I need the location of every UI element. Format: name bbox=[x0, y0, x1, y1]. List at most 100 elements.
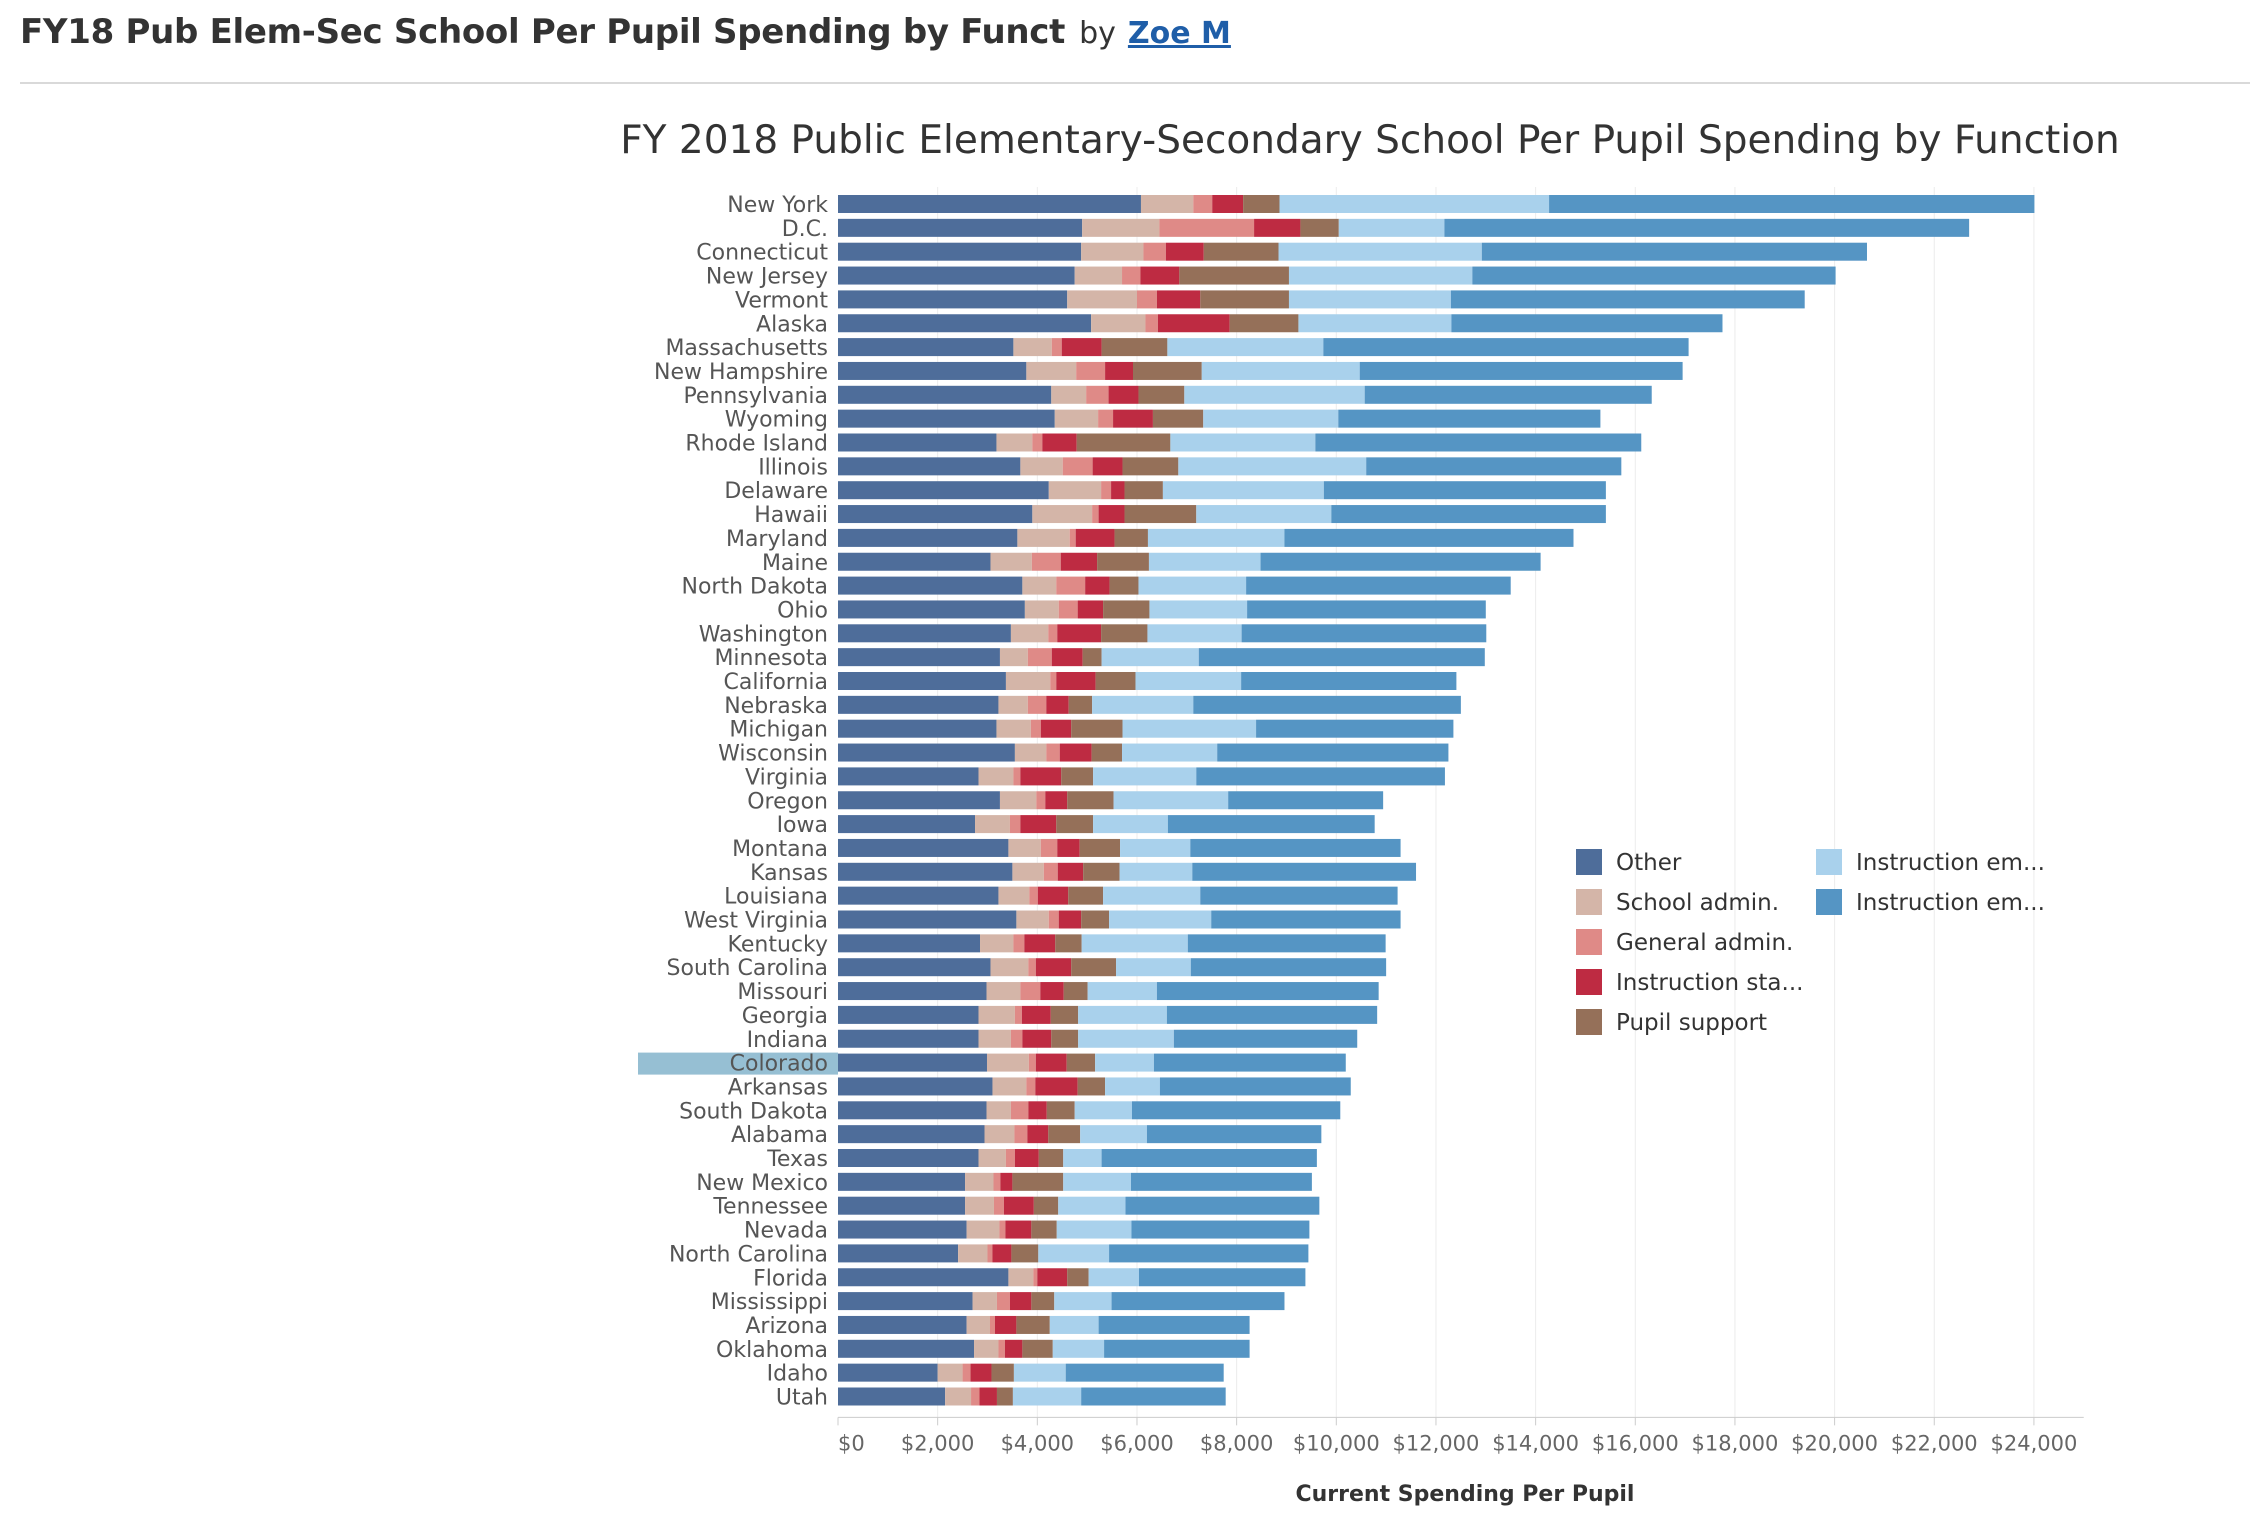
bar-north-dakota-series-2[interactable] bbox=[1022, 576, 1057, 595]
category-label-indiana[interactable]: Indiana bbox=[747, 1028, 828, 1053]
bar-minnesota-series-7[interactable] bbox=[1198, 648, 1485, 667]
bar-minnesota-series-6[interactable] bbox=[1101, 648, 1199, 667]
bar-west-virginia-series-3[interactable] bbox=[1048, 910, 1059, 929]
category-label-iowa[interactable]: Iowa bbox=[777, 813, 828, 838]
bar-new-mexico-series-4[interactable] bbox=[1000, 1172, 1013, 1191]
bar-south-carolina-series-5[interactable] bbox=[1071, 958, 1117, 977]
bar-wisconsin-series-3[interactable] bbox=[1046, 743, 1060, 762]
bar-alaska-series-7[interactable] bbox=[1451, 314, 1723, 333]
bar-montana-series-1[interactable] bbox=[838, 838, 1009, 857]
bar-alaska-series-5[interactable] bbox=[1229, 314, 1299, 333]
bar-louisiana-series-3[interactable] bbox=[1029, 886, 1038, 905]
bar-florida-series-4[interactable] bbox=[1037, 1268, 1068, 1287]
bar-d-c-series-7[interactable] bbox=[1444, 218, 1970, 237]
bar-illinois-series-2[interactable] bbox=[1020, 457, 1063, 476]
bar-wisconsin-series-6[interactable] bbox=[1122, 743, 1218, 762]
bar-north-carolina-series-6[interactable] bbox=[1038, 1244, 1110, 1263]
bar-oregon-series-1[interactable] bbox=[838, 791, 1000, 810]
bar-tennessee-series-4[interactable] bbox=[1003, 1196, 1034, 1215]
bar-wisconsin-series-7[interactable] bbox=[1217, 743, 1449, 762]
bar-idaho-series-5[interactable] bbox=[991, 1363, 1014, 1382]
bar-west-virginia-series-2[interactable] bbox=[1016, 910, 1049, 929]
legend-swatch-4[interactable] bbox=[1576, 969, 1602, 995]
category-label-new-mexico[interactable]: New Mexico bbox=[696, 1171, 828, 1196]
bar-vermont-series-3[interactable] bbox=[1136, 290, 1157, 309]
bar-vermont-series-2[interactable] bbox=[1067, 290, 1137, 309]
bar-kentucky-series-1[interactable] bbox=[838, 934, 981, 953]
category-label-delaware[interactable]: Delaware bbox=[724, 479, 828, 504]
category-label-mississippi[interactable]: Mississippi bbox=[711, 1290, 828, 1315]
bar-hawaii-series-4[interactable] bbox=[1098, 505, 1125, 524]
bar-mississippi-series-4[interactable] bbox=[1009, 1292, 1032, 1311]
bar-indiana-series-3[interactable] bbox=[1010, 1029, 1023, 1048]
bar-georgia-series-1[interactable] bbox=[838, 1005, 979, 1024]
bar-new-jersey-series-3[interactable] bbox=[1122, 266, 1141, 285]
bar-mississippi-series-2[interactable] bbox=[972, 1292, 997, 1311]
bar-new-mexico-series-6[interactable] bbox=[1063, 1172, 1132, 1191]
bar-virginia-series-4[interactable] bbox=[1020, 767, 1062, 786]
bar-oklahoma-series-3[interactable] bbox=[998, 1339, 1005, 1358]
bar-arkansas-series-2[interactable] bbox=[992, 1077, 1027, 1096]
bar-colorado-series-4[interactable] bbox=[1035, 1053, 1067, 1072]
bar-maine-series-4[interactable] bbox=[1060, 552, 1098, 571]
bar-louisiana-series-4[interactable] bbox=[1037, 886, 1069, 905]
bar-washington-series-2[interactable] bbox=[1010, 624, 1049, 643]
bar-ohio-series-5[interactable] bbox=[1103, 600, 1150, 619]
bar-michigan-series-7[interactable] bbox=[1256, 719, 1454, 738]
bar-mississippi-series-3[interactable] bbox=[996, 1292, 1010, 1311]
category-label-south-dakota[interactable]: South Dakota bbox=[679, 1099, 828, 1124]
bar-ohio-series-7[interactable] bbox=[1247, 600, 1486, 619]
bar-texas-series-7[interactable] bbox=[1101, 1149, 1317, 1167]
category-label-nevada[interactable]: Nevada bbox=[744, 1219, 828, 1244]
bar-connecticut-series-7[interactable] bbox=[1481, 242, 1867, 261]
legend-swatch-3[interactable] bbox=[1576, 929, 1602, 955]
bar-maryland-series-7[interactable] bbox=[1284, 528, 1574, 547]
bar-wisconsin-series-5[interactable] bbox=[1091, 743, 1123, 762]
bar-texas-series-3[interactable] bbox=[1005, 1149, 1015, 1167]
category-label-washington[interactable]: Washington bbox=[699, 622, 828, 647]
bar-new-york-series-7[interactable] bbox=[1549, 195, 2035, 213]
legend-label-2[interactable]: School admin. bbox=[1616, 890, 1779, 916]
bar-maryland-series-2[interactable] bbox=[1017, 528, 1070, 547]
bar-utah-series-7[interactable] bbox=[1081, 1387, 1226, 1406]
bar-montana-series-2[interactable] bbox=[1008, 838, 1041, 857]
legend-label-3[interactable]: General admin. bbox=[1616, 930, 1793, 956]
bar-north-carolina-series-4[interactable] bbox=[992, 1244, 1012, 1263]
bar-west-virginia-series-4[interactable] bbox=[1058, 910, 1082, 929]
bar-michigan-series-4[interactable] bbox=[1040, 719, 1072, 738]
bar-pennsylvania-series-1[interactable] bbox=[838, 385, 1052, 404]
bar-south-carolina-series-1[interactable] bbox=[838, 958, 991, 977]
bar-south-dakota-series-1[interactable] bbox=[838, 1101, 987, 1120]
category-label-kentucky[interactable]: Kentucky bbox=[728, 932, 828, 957]
category-label-wisconsin[interactable]: Wisconsin bbox=[718, 742, 828, 767]
bar-south-carolina-series-4[interactable] bbox=[1035, 958, 1072, 977]
bar-new-hampshire-series-6[interactable] bbox=[1201, 361, 1360, 380]
bar-oklahoma-series-5[interactable] bbox=[1022, 1339, 1053, 1358]
bar-north-carolina-series-3[interactable] bbox=[987, 1244, 993, 1263]
legend-label-1[interactable]: Other bbox=[1616, 850, 1682, 876]
bar-washington-series-5[interactable] bbox=[1101, 624, 1148, 643]
bar-connecticut-series-2[interactable] bbox=[1081, 242, 1144, 261]
bar-washington-series-7[interactable] bbox=[1241, 624, 1487, 643]
bar-missouri-series-5[interactable] bbox=[1063, 982, 1088, 1001]
bar-kansas-series-6[interactable] bbox=[1119, 862, 1193, 881]
bar-iowa-series-4[interactable] bbox=[1020, 815, 1057, 834]
bar-nevada-series-2[interactable] bbox=[966, 1220, 1000, 1239]
category-label-idaho[interactable]: Idaho bbox=[767, 1362, 828, 1387]
bar-oregon-series-4[interactable] bbox=[1045, 791, 1068, 810]
bar-washington-series-3[interactable] bbox=[1048, 624, 1058, 643]
bar-new-jersey-series-2[interactable] bbox=[1074, 266, 1123, 285]
category-label-d-c[interactable]: D.C. bbox=[782, 217, 828, 242]
bar-idaho-series-4[interactable] bbox=[970, 1363, 992, 1382]
bar-louisiana-series-6[interactable] bbox=[1103, 886, 1201, 905]
bar-new-york-series-3[interactable] bbox=[1193, 195, 1213, 213]
bar-new-hampshire-series-7[interactable] bbox=[1359, 361, 1683, 380]
bar-south-carolina-series-3[interactable] bbox=[1028, 958, 1036, 977]
bar-illinois-series-6[interactable] bbox=[1178, 457, 1367, 476]
bar-tennessee-series-3[interactable] bbox=[993, 1196, 1004, 1215]
category-label-alaska[interactable]: Alaska bbox=[756, 312, 828, 337]
bar-new-jersey-series-5[interactable] bbox=[1179, 266, 1289, 285]
category-label-virginia[interactable]: Virginia bbox=[745, 765, 828, 790]
bar-kansas-series-2[interactable] bbox=[1012, 862, 1044, 881]
bar-alabama-series-7[interactable] bbox=[1146, 1125, 1322, 1144]
